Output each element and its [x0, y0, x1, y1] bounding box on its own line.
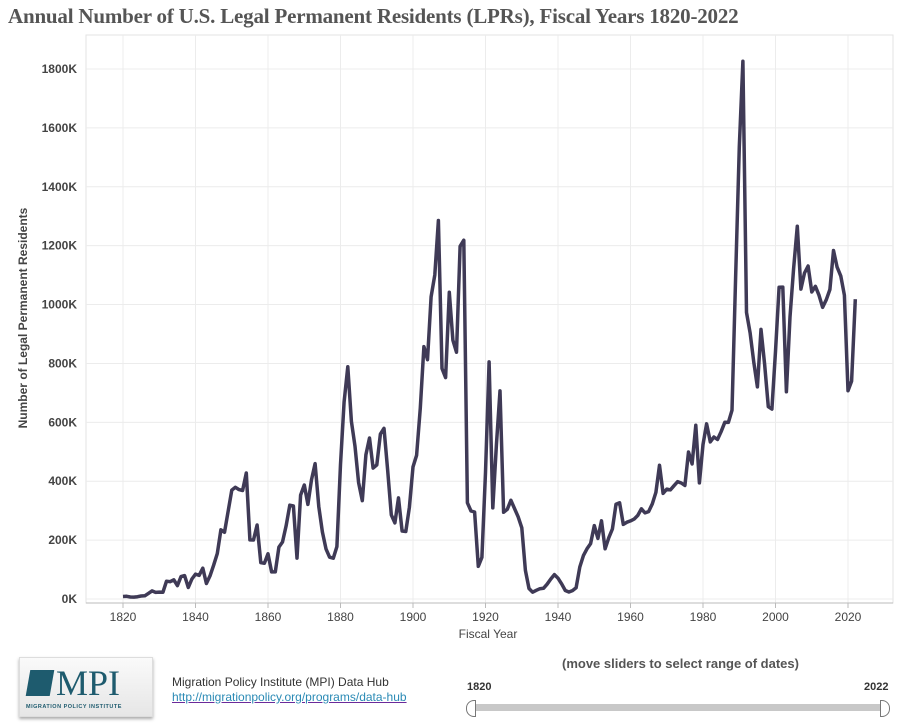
x-tick-label: 1880 — [327, 610, 354, 624]
y-tick-label: 400K — [48, 474, 77, 488]
mpi-logo[interactable]: MPI MIGRATION POLICY INSTITUTE — [19, 657, 153, 717]
x-tick-label: 1900 — [400, 610, 427, 624]
y-tick-label: 800K — [48, 356, 77, 370]
plot-area — [85, 34, 894, 604]
x-tick-label: 2020 — [835, 610, 862, 624]
y-tick-label: 1000K — [42, 298, 78, 312]
y-tick-label: 1400K — [42, 180, 78, 194]
y-tick-label: 200K — [48, 533, 77, 547]
x-axis-ticks: 1820 1840 1860 1880 1900 1920 1940 1960 1980 2000… — [110, 603, 862, 624]
x-tick-label: 1860 — [255, 610, 282, 624]
logo-subtext: MIGRATION POLICY INSTITUTE — [26, 704, 122, 710]
mpi-logo-mark-icon — [25, 670, 55, 696]
x-tick-label: 2000 — [762, 610, 789, 624]
date-range-slider-track[interactable] — [472, 704, 886, 711]
slider-hint: (move sliders to select range of dates) — [562, 656, 799, 671]
series-line[interactable] — [122, 59, 858, 599]
logo-text: MPI — [56, 663, 121, 703]
x-tick-label: 1960 — [617, 610, 644, 624]
x-tick-label: 1820 — [110, 610, 137, 624]
chart-title: Annual Number of U.S. Legal Permanent Re… — [8, 4, 739, 28]
x-tick-label: 1840 — [182, 610, 209, 624]
y-axis-label: Number of Legal Permanent Residents — [16, 207, 30, 428]
y-axis-ticks: 0K 200K 400K 600K 800K 1000K 1200K 1400K 1600K 18… — [42, 62, 78, 606]
slider-min-label: 1820 — [467, 681, 492, 693]
x-axis-label: Fiscal Year — [459, 627, 518, 641]
x-tick-label: 1980 — [690, 610, 717, 624]
source-link[interactable]: http://migrationpolicy.org/programs/data… — [172, 690, 407, 704]
slider-start-handle[interactable] — [466, 700, 476, 717]
y-tick-label: 1800K — [42, 62, 78, 76]
slider-end-handle[interactable] — [880, 700, 890, 717]
x-tick-label: 1940 — [545, 610, 572, 624]
y-tick-label: 0K — [62, 592, 78, 606]
source-name: Migration Policy Institute (MPI) Data Hu… — [172, 675, 389, 689]
line-chart: 0K 200K 400K 600K 800K 1000K 1200K 1400K 1600K 18… — [16, 34, 894, 641]
y-tick-label: 1200K — [42, 239, 78, 253]
y-tick-label: 1600K — [42, 121, 78, 135]
slider-max-label: 2022 — [864, 681, 889, 693]
gridlines — [85, 34, 894, 604]
x-tick-label: 1920 — [472, 610, 499, 624]
y-tick-label: 600K — [48, 415, 77, 429]
